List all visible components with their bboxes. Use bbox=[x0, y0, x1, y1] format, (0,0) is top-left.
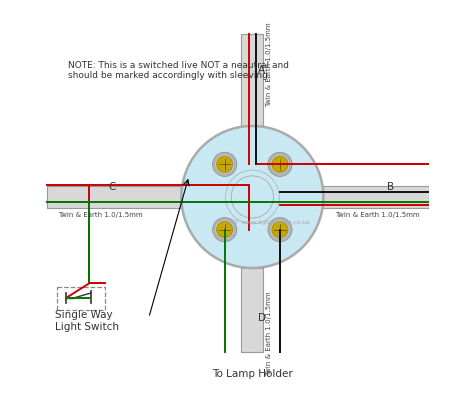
Circle shape bbox=[215, 154, 235, 174]
Text: D: D bbox=[258, 313, 266, 323]
Polygon shape bbox=[47, 186, 182, 208]
Polygon shape bbox=[241, 34, 264, 126]
Circle shape bbox=[268, 218, 292, 242]
Polygon shape bbox=[241, 268, 264, 353]
Text: Twin & Earth 1.0/1.5mm: Twin & Earth 1.0/1.5mm bbox=[335, 212, 419, 218]
Text: A: A bbox=[258, 65, 265, 75]
Text: NOTE: This is a switched live NOT a neautral and
should be marked accordingly wi: NOTE: This is a switched live NOT a neau… bbox=[68, 61, 289, 80]
Circle shape bbox=[215, 220, 235, 240]
Text: C: C bbox=[109, 182, 116, 193]
Polygon shape bbox=[323, 186, 431, 208]
Circle shape bbox=[270, 154, 290, 174]
Text: © www.lightwiring.co.uk: © www.lightwiring.co.uk bbox=[233, 219, 310, 225]
Text: Twin & Earth 1.0/1.5mm: Twin & Earth 1.0/1.5mm bbox=[266, 22, 272, 107]
Circle shape bbox=[272, 156, 288, 172]
Circle shape bbox=[217, 156, 233, 172]
Circle shape bbox=[272, 222, 288, 238]
Text: Single Way
Light Switch: Single Way Light Switch bbox=[55, 310, 118, 332]
Text: B: B bbox=[387, 182, 394, 193]
Circle shape bbox=[213, 218, 237, 242]
Circle shape bbox=[213, 152, 237, 176]
Text: Twin & Earth 1.0/1.5mm: Twin & Earth 1.0/1.5mm bbox=[266, 291, 272, 376]
Circle shape bbox=[268, 152, 292, 176]
Circle shape bbox=[217, 222, 233, 238]
Circle shape bbox=[270, 220, 290, 240]
Text: To Lamp Holder: To Lamp Holder bbox=[212, 369, 293, 380]
Text: Twin & Earth 1.0/1.5mm: Twin & Earth 1.0/1.5mm bbox=[58, 212, 143, 218]
Circle shape bbox=[182, 126, 323, 268]
